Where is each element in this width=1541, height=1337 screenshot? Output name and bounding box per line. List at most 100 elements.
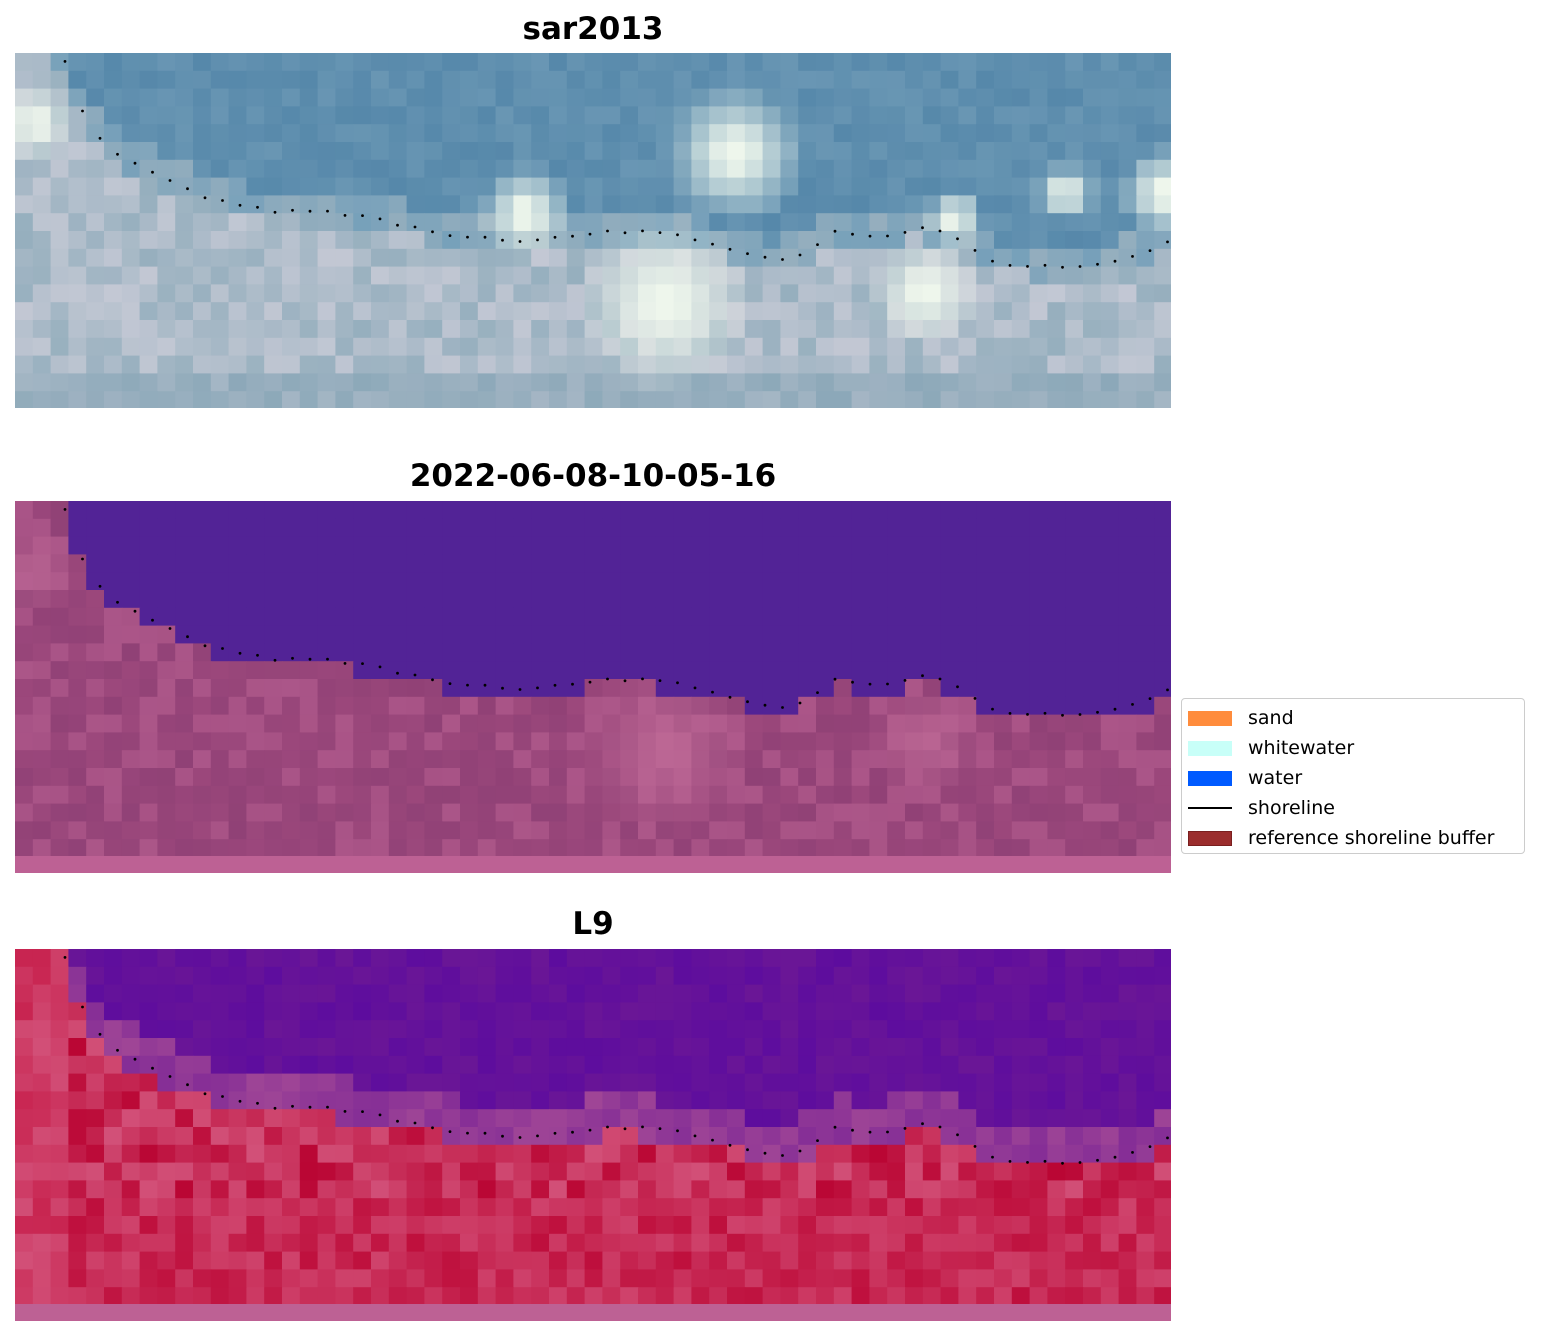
class-pixel <box>1154 696 1171 716</box>
image-pixel <box>513 373 532 392</box>
class-pixel <box>691 679 710 698</box>
image-pixel <box>798 213 817 232</box>
image-pixel <box>816 106 835 125</box>
class-pixel <box>602 839 621 858</box>
image-pixel <box>1154 391 1171 408</box>
class-pixel <box>335 554 354 573</box>
image-pixel <box>388 53 408 72</box>
class-pixel <box>104 821 123 840</box>
class-pixel <box>620 750 639 769</box>
class-pixel <box>709 696 728 716</box>
index-pixel <box>1154 1002 1171 1021</box>
index-pixel <box>1100 1109 1120 1128</box>
class-pixel <box>762 643 781 662</box>
class-pixel <box>1011 821 1031 840</box>
index-pixel <box>602 1251 621 1270</box>
class-pixel <box>104 785 123 805</box>
class-pixel <box>388 803 408 822</box>
class-pixel <box>762 839 781 858</box>
class-pixel <box>994 679 1013 698</box>
class-pixel <box>424 572 443 591</box>
image-pixel <box>673 355 692 374</box>
class-pixel <box>1100 518 1120 538</box>
image-pixel <box>869 284 888 303</box>
image-pixel <box>15 373 34 392</box>
class-pixel <box>460 768 479 787</box>
index-pixel <box>994 1162 1013 1181</box>
index-pixel <box>1011 1180 1031 1199</box>
index-pixel <box>175 1198 194 1217</box>
class-pixel <box>940 625 959 644</box>
image-pixel <box>388 195 408 214</box>
index-pixel <box>1083 1038 1102 1057</box>
class-pixel <box>798 572 817 591</box>
class-pixel <box>32 750 52 769</box>
image-pixel <box>566 284 586 303</box>
image-pixel <box>495 106 514 125</box>
index-pixel <box>139 1251 158 1270</box>
class-pixel <box>691 643 710 662</box>
index-pixel <box>816 1198 835 1217</box>
image-pixel <box>566 124 586 143</box>
class-pixel <box>887 607 906 627</box>
class-pixel <box>104 750 123 769</box>
index-pixel <box>620 1198 639 1217</box>
image-pixel <box>477 320 497 339</box>
class-pixel <box>994 572 1013 591</box>
class-pixel <box>638 572 657 591</box>
index-pixel <box>68 1144 87 1164</box>
image-pixel <box>673 159 692 179</box>
class-pixel <box>1154 501 1171 520</box>
buffer-swatch-icon <box>1188 830 1232 846</box>
image-pixel <box>531 266 550 285</box>
index-pixel <box>1011 966 1031 986</box>
index-pixel <box>139 1038 158 1057</box>
class-pixel <box>264 625 283 644</box>
index-pixel <box>833 1269 853 1288</box>
index-pixel <box>762 1144 781 1164</box>
image-pixel <box>1083 284 1102 303</box>
shoreline-point <box>203 196 207 200</box>
index-pixel <box>1083 984 1102 1003</box>
class-pixel <box>282 696 301 716</box>
image-pixel <box>602 124 621 143</box>
index-pixel <box>566 1020 586 1039</box>
index-pixel <box>1047 1162 1066 1181</box>
class-pixel <box>887 554 906 573</box>
class-pixel <box>1029 732 1048 751</box>
class-pixel <box>264 536 283 555</box>
index-pixel <box>68 949 87 968</box>
class-pixel <box>371 785 390 805</box>
class-pixel <box>566 732 586 751</box>
image-pixel <box>406 213 425 232</box>
index-pixel <box>353 984 372 1003</box>
image-pixel <box>958 88 977 107</box>
image-pixel <box>193 302 212 321</box>
class-pixel <box>905 785 924 805</box>
class-pixel <box>833 679 853 698</box>
index-pixel <box>869 1020 888 1039</box>
image-pixel <box>655 53 675 72</box>
index-pixel <box>406 1002 425 1021</box>
image-pixel <box>388 337 408 357</box>
index-pixel <box>50 1233 69 1253</box>
index-pixel <box>798 1233 817 1253</box>
class-pixel <box>922 607 942 627</box>
class-pixel <box>460 554 479 573</box>
class-pixel <box>228 661 247 680</box>
index-pixel <box>602 1127 621 1146</box>
class-pixel <box>424 696 443 716</box>
index-pixel <box>1136 1251 1155 1270</box>
image-pixel <box>495 337 514 357</box>
class-pixel <box>317 625 336 644</box>
class-pixel <box>477 803 497 822</box>
index-pixel <box>762 1198 781 1217</box>
index-pixel <box>655 1020 675 1039</box>
index-pixel <box>744 949 764 968</box>
index-pixel <box>1065 1216 1084 1235</box>
class-pixel <box>744 518 764 538</box>
class-pixel <box>638 768 657 787</box>
class-pixel <box>210 572 230 591</box>
class-pixel <box>299 590 319 609</box>
index-pixel <box>1047 966 1066 986</box>
